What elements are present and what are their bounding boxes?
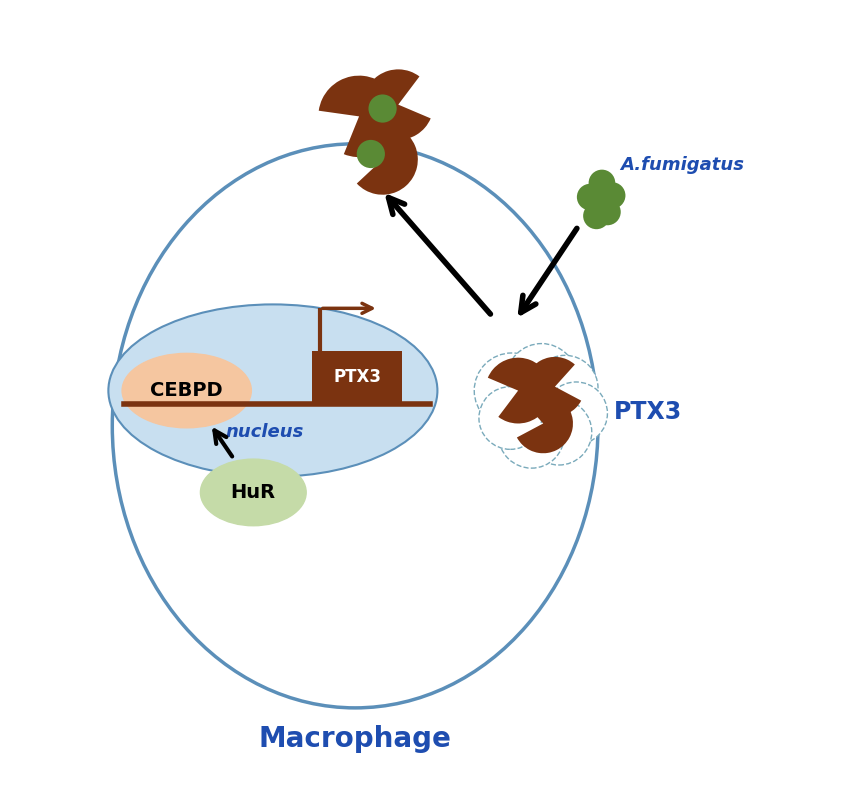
Wedge shape <box>517 394 573 453</box>
Ellipse shape <box>200 459 306 525</box>
Wedge shape <box>525 357 581 417</box>
Wedge shape <box>488 357 551 424</box>
Text: Macrophage: Macrophage <box>258 725 452 753</box>
Text: PTX3: PTX3 <box>614 400 682 424</box>
Wedge shape <box>319 76 400 157</box>
Circle shape <box>474 353 550 428</box>
Ellipse shape <box>108 305 438 477</box>
Circle shape <box>583 203 610 229</box>
Circle shape <box>594 199 621 226</box>
Text: A.fumigatus: A.fumigatus <box>620 156 744 174</box>
Ellipse shape <box>113 144 598 708</box>
Text: CEBPD: CEBPD <box>150 381 223 400</box>
Ellipse shape <box>122 353 251 428</box>
Circle shape <box>577 184 603 211</box>
Circle shape <box>589 170 616 196</box>
Circle shape <box>526 399 592 465</box>
Circle shape <box>506 343 577 414</box>
Circle shape <box>544 382 608 445</box>
Circle shape <box>599 182 625 209</box>
Wedge shape <box>363 69 431 140</box>
Text: nucleus: nucleus <box>226 423 304 441</box>
Circle shape <box>532 355 598 421</box>
Circle shape <box>479 387 542 450</box>
Text: PTX3: PTX3 <box>333 368 381 386</box>
Wedge shape <box>353 124 418 195</box>
FancyBboxPatch shape <box>312 351 402 402</box>
Circle shape <box>499 402 564 468</box>
Text: HuR: HuR <box>231 483 276 502</box>
Circle shape <box>356 140 385 168</box>
Circle shape <box>368 95 397 122</box>
